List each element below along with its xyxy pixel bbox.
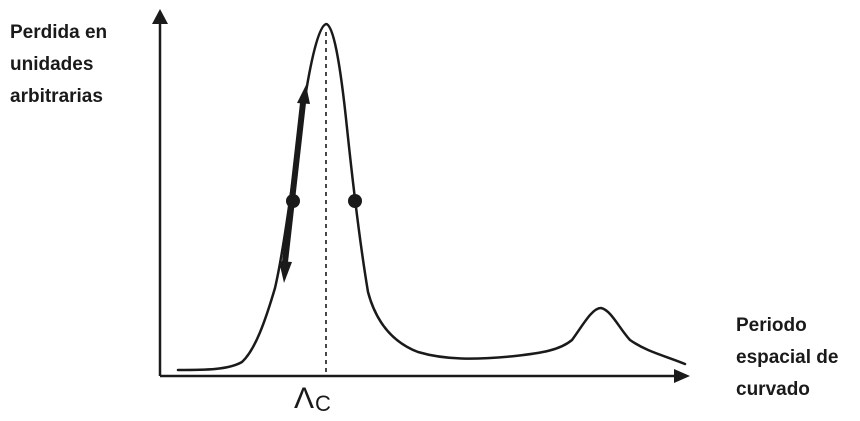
x-axis-label-line-2: espacial de [736, 347, 839, 368]
x-axis-label-line-1: Periodo [736, 315, 807, 336]
loss-curve [176, 22, 687, 372]
x-axis-label-line-3: curvado [736, 379, 810, 400]
right-operating-point [348, 194, 362, 208]
operating-point-arrow-top-head [297, 85, 310, 104]
critical-period-symbol: Λ [294, 382, 315, 415]
y-axis-label-line-3: arbitrarias [10, 86, 103, 107]
x-axis-arrowhead [674, 369, 690, 383]
y-axis-arrowhead [152, 9, 168, 24]
y-axis-label-line-1: Perdida en [10, 22, 108, 43]
operating-point-arrow [282, 102, 306, 263]
x-axis-label: Periodo espacial de curvado [736, 310, 838, 406]
y-axis-label: Perdida en unidades arbitrarias [10, 17, 107, 113]
left-operating-point [286, 194, 300, 208]
critical-period-subscript: C [315, 391, 331, 416]
operating-point-arrow-bottom-head [279, 261, 292, 283]
y-axis-label-line-2: unidades [10, 54, 94, 75]
critical-period-label: ΛC [294, 382, 331, 418]
